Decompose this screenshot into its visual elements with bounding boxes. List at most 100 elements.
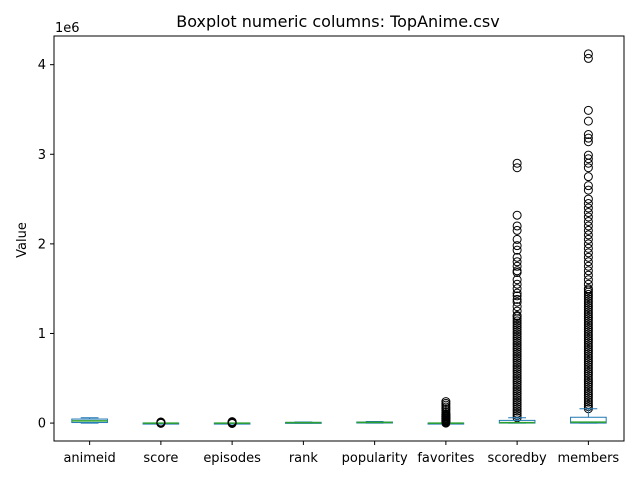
flier-point-scoredby bbox=[512, 261, 522, 271]
flier-point-members bbox=[583, 377, 593, 387]
flier-point-members bbox=[583, 185, 593, 195]
flier-point-members bbox=[583, 318, 593, 328]
flier-point-scoredby bbox=[512, 158, 522, 168]
flier-point-members bbox=[583, 307, 593, 317]
flier-point-members bbox=[583, 261, 593, 271]
flier-point-members bbox=[583, 289, 593, 299]
flier-point-scoredby bbox=[512, 406, 522, 416]
x-tick-label-favorites: favorites bbox=[417, 451, 474, 466]
flier-point-scoredby bbox=[512, 297, 522, 307]
flier-point-scoredby bbox=[512, 331, 522, 341]
flier-point-members bbox=[583, 366, 593, 376]
flier-point-scoredby bbox=[512, 338, 522, 348]
flier-point-scoredby bbox=[512, 291, 522, 301]
flier-point-members bbox=[583, 347, 593, 357]
flier-point-scoredby bbox=[512, 378, 522, 387]
flier-point-scoredby bbox=[512, 389, 522, 398]
flier-point-scoredby bbox=[512, 323, 522, 332]
flier-point-scoredby bbox=[512, 316, 522, 326]
y-offset-text: 1e6 bbox=[55, 21, 80, 36]
flier-point-scoredby bbox=[512, 288, 522, 298]
flier-point-members bbox=[583, 362, 593, 372]
flier-point-scoredby bbox=[512, 320, 522, 330]
flier-point-members bbox=[583, 49, 593, 59]
flier-point-members bbox=[583, 133, 593, 143]
flier-point-members bbox=[583, 296, 593, 306]
flier-point-members bbox=[583, 327, 593, 337]
flier-point-scoredby bbox=[512, 400, 522, 409]
flier-point-members bbox=[583, 393, 593, 403]
flier-point-members bbox=[583, 358, 593, 368]
flier-point-scoredby bbox=[512, 367, 522, 376]
flier-point-scoredby bbox=[512, 340, 522, 350]
flier-point-members bbox=[583, 208, 593, 218]
flier-point-scoredby bbox=[512, 369, 522, 379]
flier-point-members bbox=[583, 199, 593, 209]
flier-point-members bbox=[583, 336, 593, 346]
flier-point-members bbox=[583, 391, 593, 401]
flier-point-scoredby bbox=[512, 364, 522, 374]
flier-point-scoredby bbox=[512, 241, 522, 251]
flier-point-scoredby bbox=[512, 397, 522, 407]
flier-point-members bbox=[583, 342, 593, 352]
y-tick-label: 3 bbox=[38, 148, 46, 163]
flier-point-scoredby bbox=[512, 163, 522, 173]
flier-point-members bbox=[583, 349, 593, 359]
y-tick-label: 4 bbox=[38, 58, 46, 73]
flier-point-members bbox=[583, 225, 593, 235]
y-tick-label: 1 bbox=[38, 327, 46, 342]
flier-point-members bbox=[583, 116, 593, 126]
flier-point-members bbox=[583, 257, 593, 267]
flier-point-members bbox=[583, 371, 593, 381]
flier-point-members bbox=[583, 373, 593, 383]
flier-point-scoredby bbox=[512, 302, 522, 312]
flier-point-members bbox=[583, 355, 593, 365]
flier-point-members bbox=[583, 388, 593, 398]
flier-point-members bbox=[583, 194, 593, 204]
flier-point-scoredby bbox=[512, 257, 522, 267]
flier-point-scoredby bbox=[512, 373, 522, 383]
flier-point-members bbox=[583, 316, 593, 326]
flier-point-scoredby bbox=[512, 345, 522, 354]
flier-point-scoredby bbox=[512, 349, 522, 359]
flier-point-scoredby bbox=[512, 395, 522, 405]
flier-point-scoredby bbox=[512, 358, 522, 368]
flier-point-members bbox=[583, 234, 593, 244]
flier-point-members bbox=[583, 181, 593, 191]
flier-point-scoredby bbox=[512, 311, 522, 321]
flier-point-scoredby bbox=[512, 221, 522, 231]
flier-point-members bbox=[583, 397, 593, 407]
flier-point-scoredby bbox=[512, 391, 522, 401]
flier-point-members bbox=[583, 340, 593, 350]
flier-point-scoredby bbox=[512, 351, 522, 361]
flier-point-scoredby bbox=[512, 353, 522, 363]
flier-point-members bbox=[583, 275, 593, 285]
flier-point-members bbox=[583, 322, 593, 332]
flier-point-scoredby bbox=[512, 268, 522, 278]
flier-point-members bbox=[583, 375, 593, 385]
flier-point-scoredby bbox=[512, 393, 522, 403]
flier-point-scoredby bbox=[512, 371, 522, 381]
x-tick-label-animeid: animeid bbox=[63, 451, 115, 466]
flier-point-score bbox=[156, 418, 166, 428]
flier-point-members bbox=[583, 221, 593, 231]
flier-point-members bbox=[583, 325, 593, 335]
chart-title: Boxplot numeric columns: TopAnime.csv bbox=[176, 12, 499, 31]
flier-point-members bbox=[583, 329, 593, 339]
flier-point-members bbox=[583, 266, 593, 276]
flier-point-scoredby bbox=[512, 356, 522, 365]
flier-point-members bbox=[583, 53, 593, 63]
flier-point-episodes bbox=[227, 418, 237, 428]
flier-point-scoredby bbox=[512, 384, 522, 394]
flier-point-members bbox=[583, 380, 593, 390]
flier-point-members bbox=[583, 351, 593, 361]
flier-point-members bbox=[583, 212, 593, 222]
flier-point-scoredby bbox=[512, 375, 522, 385]
x-tick-label-scoredby: scoredby bbox=[488, 451, 547, 466]
flier-point-members bbox=[583, 382, 593, 392]
flier-point-scoredby bbox=[512, 342, 522, 352]
flier-point-scoredby bbox=[512, 252, 522, 262]
x-tick-label-popularity: popularity bbox=[342, 451, 408, 466]
flier-point-scoredby bbox=[512, 360, 522, 370]
flier-point-members bbox=[583, 305, 593, 315]
